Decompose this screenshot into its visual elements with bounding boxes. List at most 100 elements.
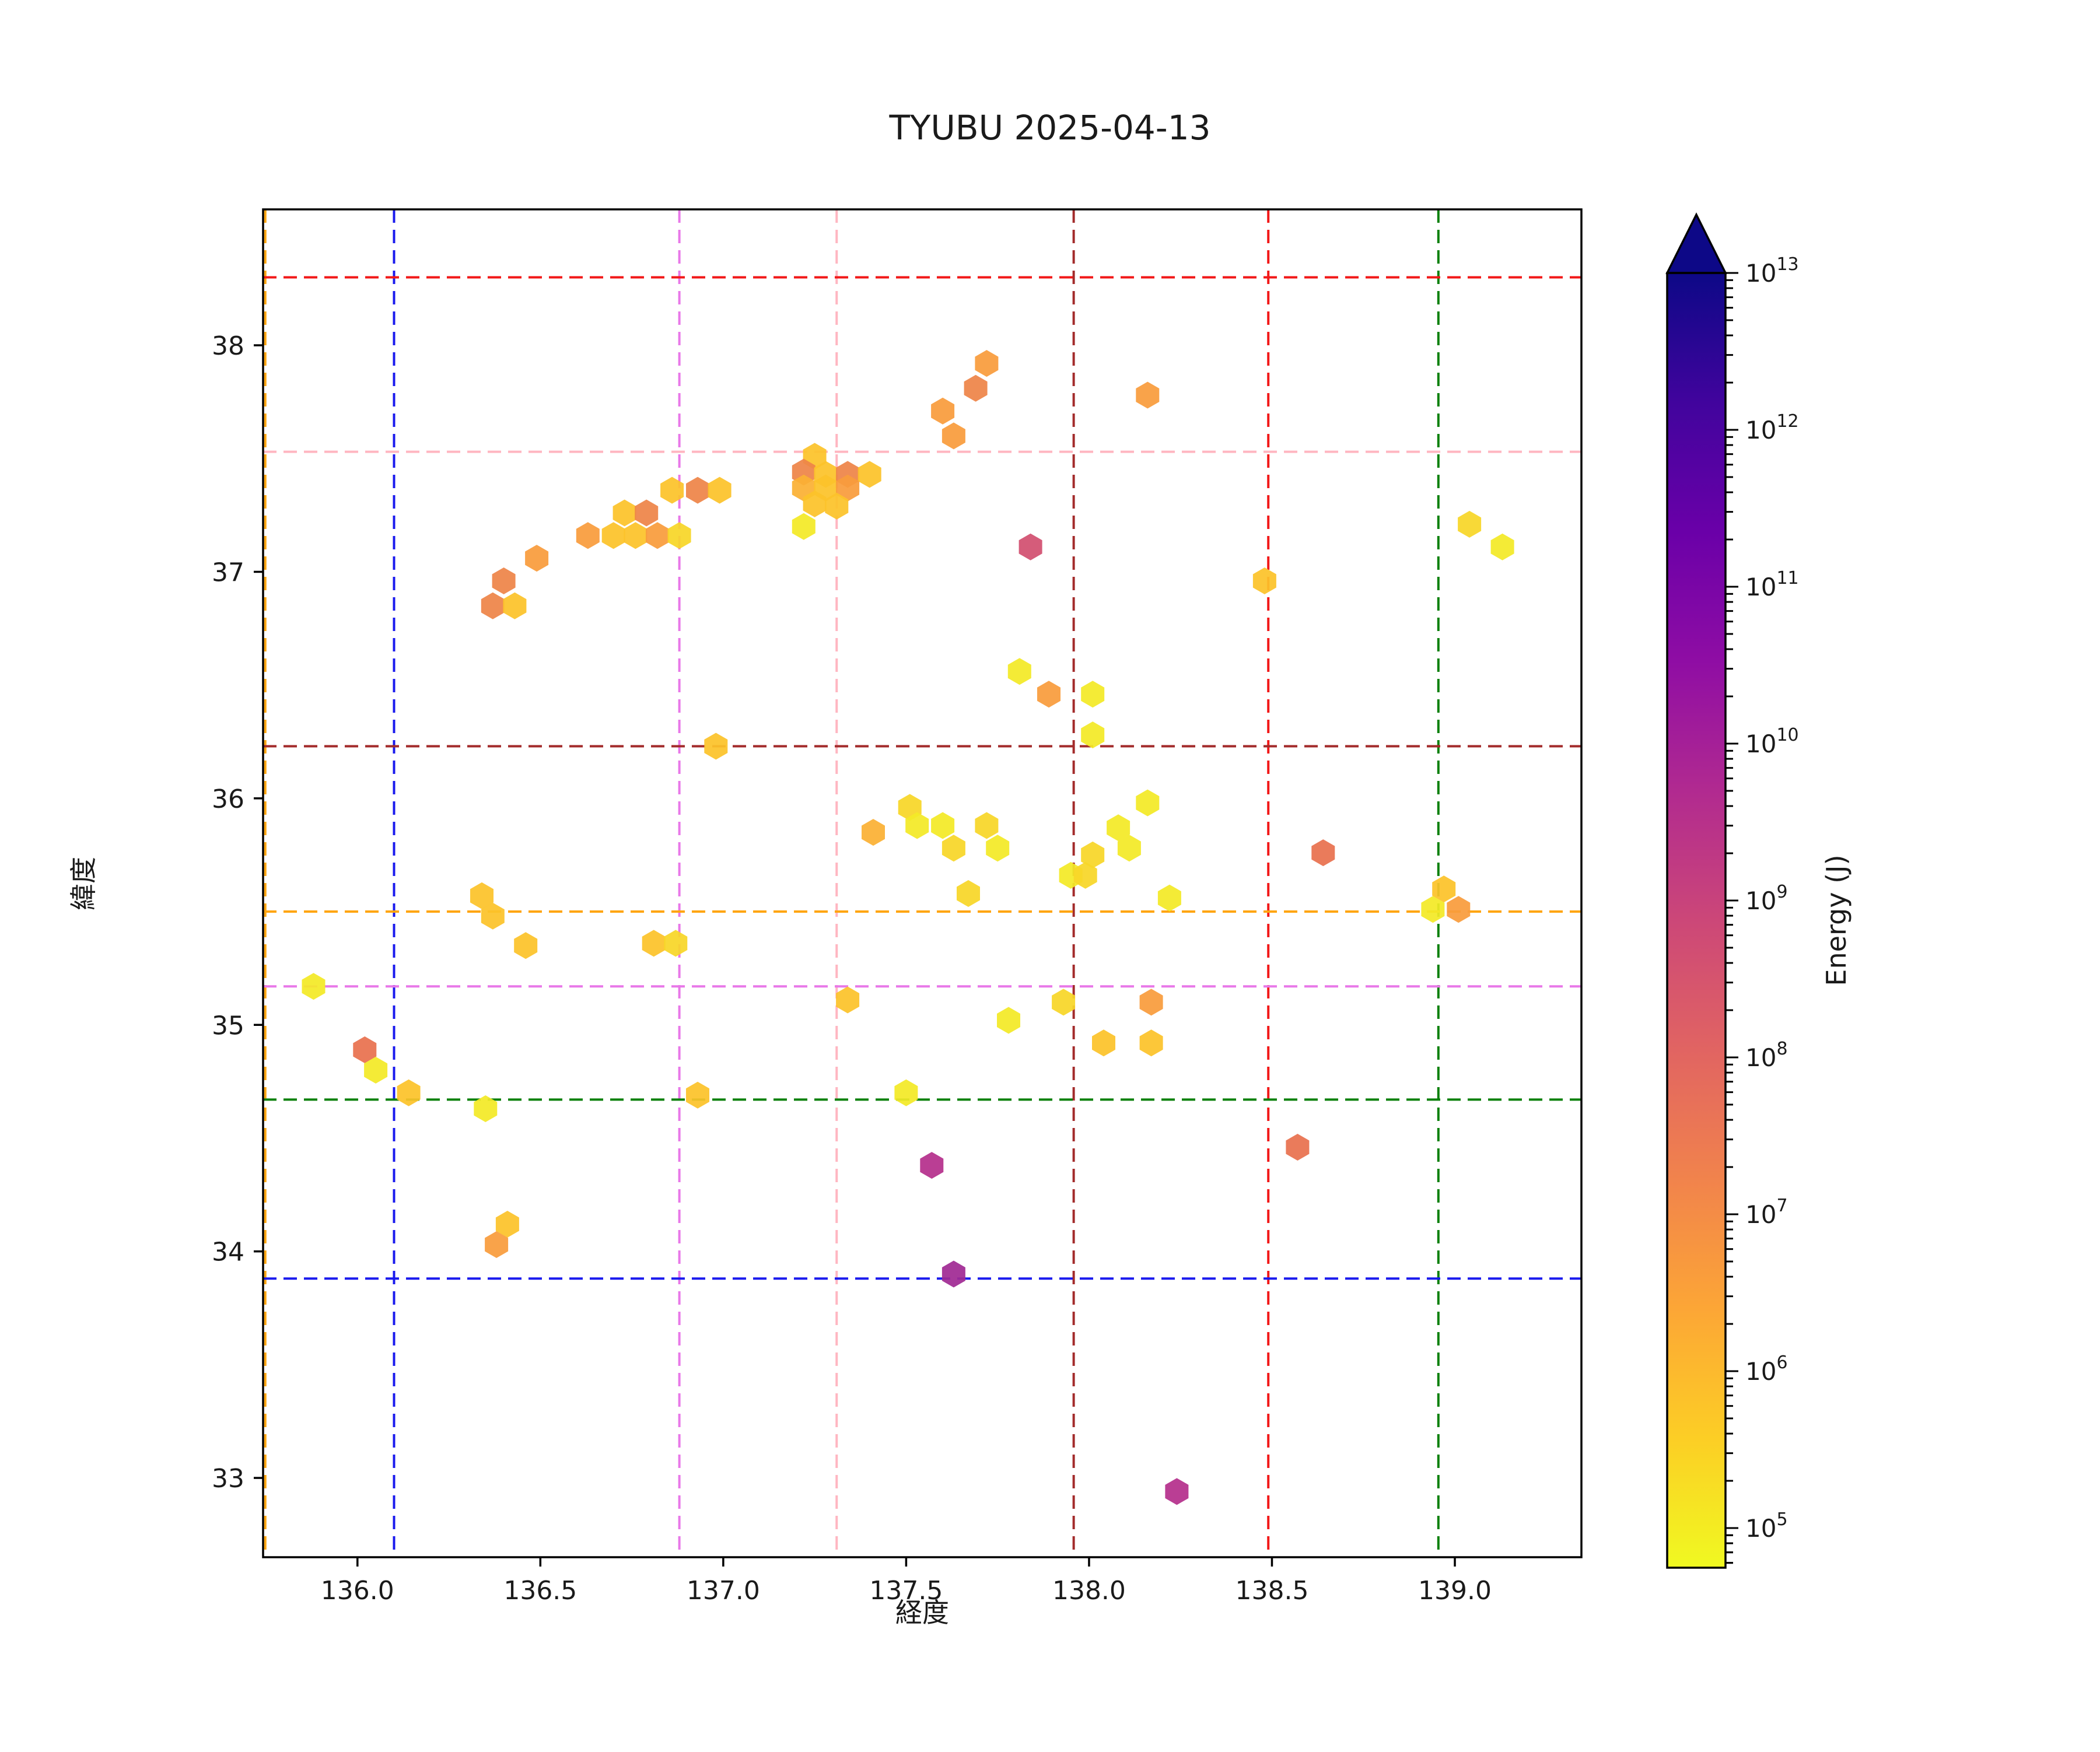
hexbin-point (986, 835, 1010, 862)
x-tick-label: 137.5 (869, 1576, 943, 1606)
hexbin-point (1458, 510, 1482, 538)
hexbin-point (894, 1079, 918, 1106)
hexbin-point (601, 522, 625, 549)
x-tick-label: 138.0 (1052, 1576, 1126, 1606)
hexbin-point (836, 474, 860, 502)
colorbar-tick-label: 1011 (1745, 568, 1799, 601)
colorbar-label: Energy (J) (1821, 854, 1852, 986)
colorbar-bar (1667, 273, 1726, 1568)
hexbin-point (1421, 896, 1445, 923)
hexbin-point (1107, 814, 1130, 842)
hexbin-point (942, 1260, 965, 1288)
colorbar-tick-label: 1010 (1745, 725, 1799, 758)
hexbin-point (1447, 896, 1471, 923)
hexbin-point (525, 545, 549, 572)
x-tick-label: 138.5 (1236, 1576, 1309, 1606)
hexbin-point (485, 1231, 509, 1258)
colorbar-border (1666, 272, 1727, 1569)
hexbin-point (1165, 1478, 1189, 1505)
hexbin-point (495, 1211, 519, 1238)
hexbin-point (624, 522, 648, 549)
hexbin-point (957, 880, 980, 907)
x-tick-label: 136.0 (321, 1576, 394, 1606)
hexbin-point (942, 422, 965, 450)
hexbin-point (1252, 567, 1276, 594)
colorbar-tick-label: 106 (1745, 1352, 1788, 1386)
hexbin-point (1490, 533, 1514, 560)
hexbin-point (474, 1095, 498, 1122)
chart-title: TYUBU 2025-04-13 (889, 108, 1211, 148)
hexbin-point (664, 930, 688, 957)
hexbin-point (792, 513, 816, 540)
hexbin-point (1432, 875, 1456, 903)
hexbin-point (1092, 1029, 1115, 1057)
hexbin-point (635, 499, 659, 527)
hexbin-point (1139, 1029, 1163, 1057)
data-points (302, 350, 1514, 1505)
hexbin-point (862, 819, 885, 846)
hexbin-point (1073, 861, 1097, 889)
hexbin-point (1081, 721, 1105, 749)
hexbin-point (1136, 381, 1160, 409)
y-tick-label: 34 (212, 1238, 244, 1267)
hexbin-point (931, 812, 955, 839)
colorbar-tick-label: 1012 (1745, 411, 1799, 444)
colorbar-arrow (1665, 212, 1727, 274)
hexbin-point (920, 1152, 944, 1179)
plot-border (262, 208, 1583, 1558)
hexbin-point (397, 1079, 421, 1106)
hexbin-point (576, 522, 600, 549)
hexbin-point (1007, 658, 1031, 685)
hexbin-point (492, 567, 516, 594)
hexbin-point (481, 902, 505, 930)
hexbin-point (514, 932, 538, 959)
hexbin-point (667, 522, 691, 549)
hexbin-point (1081, 681, 1105, 708)
colorbar-tick-label: 1013 (1745, 254, 1799, 288)
axis-ticks (254, 344, 1456, 1567)
y-tick-label: 38 (212, 331, 244, 361)
hexbin-point (1117, 835, 1141, 862)
hexbin-point (470, 882, 494, 909)
hexbin-point (481, 592, 505, 619)
y-tick-label: 33 (212, 1464, 244, 1494)
hexbin-point (704, 733, 728, 760)
hexbin-point (964, 374, 988, 402)
hexbin-point (1019, 533, 1042, 560)
colorbar-tick-label: 107 (1745, 1196, 1788, 1229)
hexbin-point (1136, 789, 1160, 817)
hexbin-point (931, 397, 955, 425)
colorbar-ticks (1726, 272, 1738, 1564)
colorbar-tick-label: 109 (1745, 882, 1788, 915)
hexbin-point (646, 522, 669, 549)
hexbin-point (803, 490, 827, 517)
hexbin-point (660, 476, 684, 504)
hexbin-point (642, 930, 666, 957)
hexbin-point (975, 812, 999, 839)
hexbin-point (612, 499, 636, 527)
hexbin-point (1081, 841, 1105, 868)
x-tick-label: 137.0 (687, 1576, 760, 1606)
hexbin-point (1139, 989, 1163, 1016)
colorbar-tick-label: 105 (1745, 1509, 1788, 1543)
tick-labels: 136.0 136.5 137.0 137.5 138.0 138.5 139.0 33 34 3… (212, 331, 1492, 1606)
x-tick-label: 139.0 (1418, 1576, 1492, 1606)
hexbin-point (503, 592, 527, 619)
hexbin-point (708, 476, 732, 504)
colorbar-tick-labels: 1013 1012 1011 1010 109 108 107 106 105 (1745, 254, 1799, 1543)
colorbar-tick-label: 108 (1745, 1039, 1788, 1072)
hexbin-point (1052, 989, 1076, 1016)
hexbin-point (1286, 1134, 1310, 1161)
hexbin-point (1311, 839, 1335, 867)
hexbin-point (686, 476, 709, 504)
hexbin-point (858, 461, 881, 488)
hexbin-point (825, 492, 849, 520)
hexbin-point (975, 350, 999, 377)
y-tick-label: 37 (212, 558, 244, 587)
hexbin-point (1157, 884, 1181, 912)
y-axis-label: 緯度 (68, 857, 99, 910)
hexbin-point (942, 835, 965, 862)
hexbin-point (353, 1036, 377, 1063)
